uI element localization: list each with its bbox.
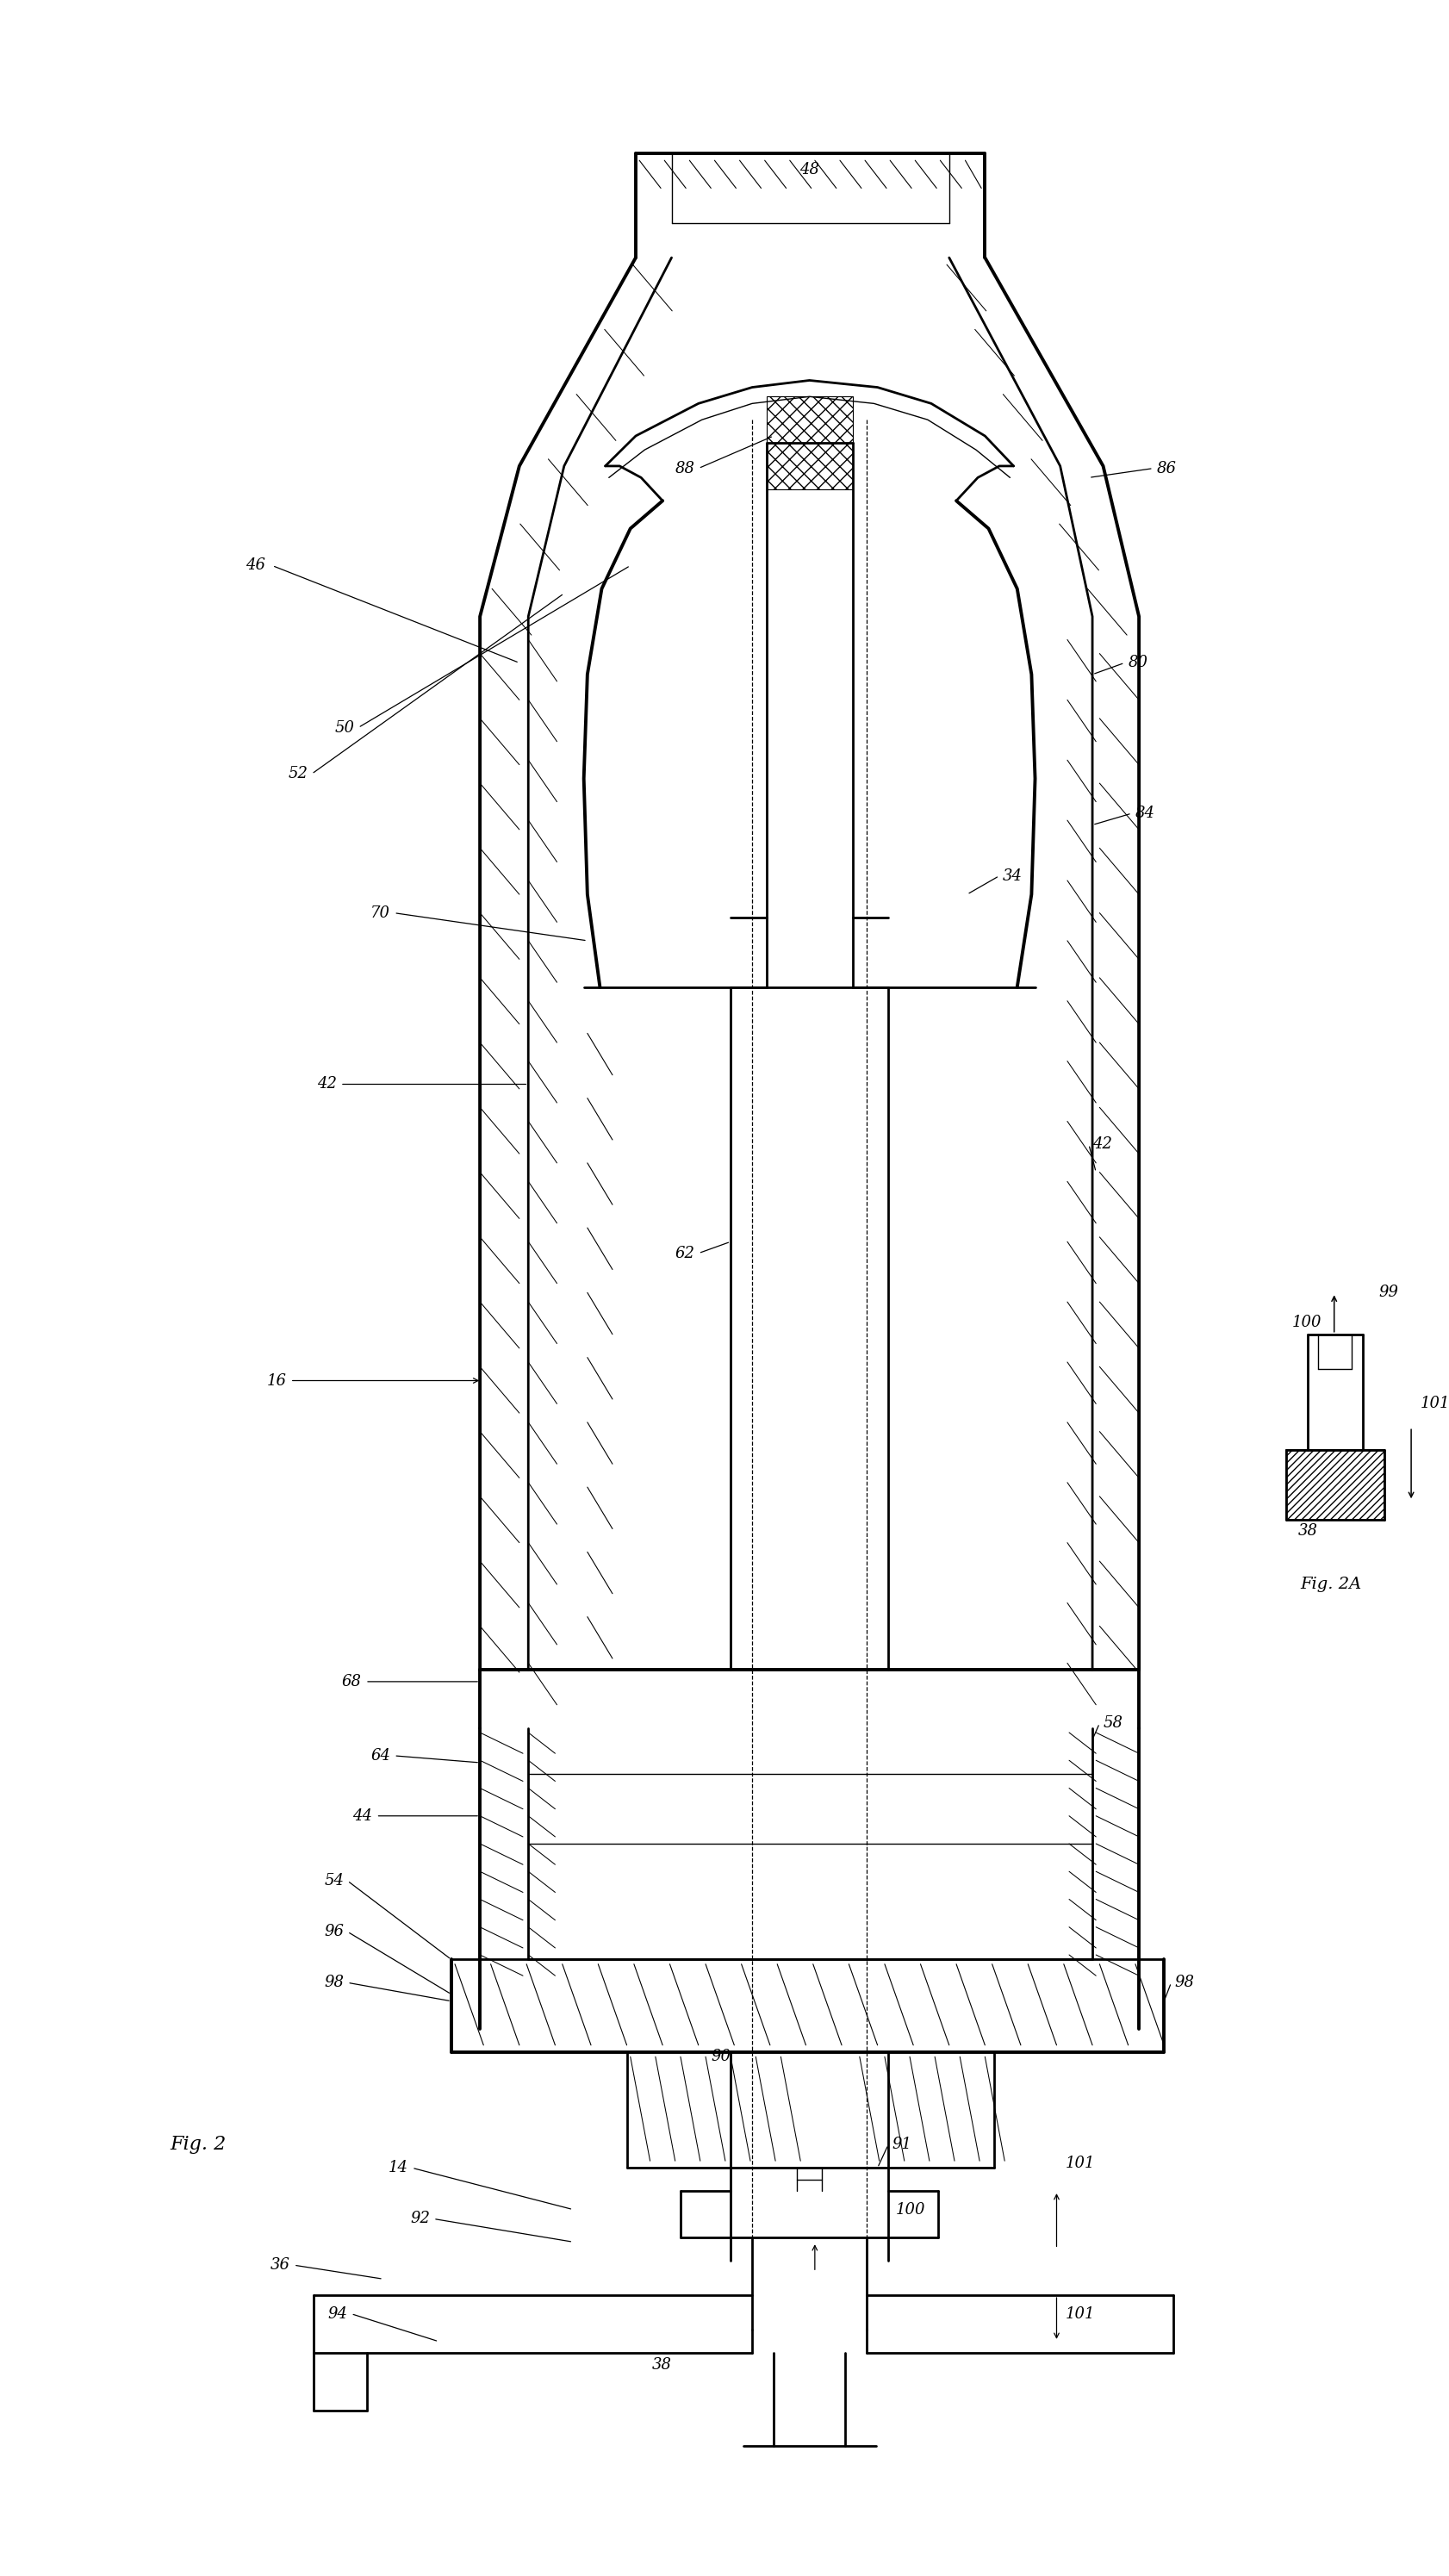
Text: 58: 58 [1103, 1716, 1123, 1731]
Text: 48: 48 [800, 162, 819, 178]
Text: 38: 38 [652, 2357, 671, 2372]
Text: 80: 80 [1129, 654, 1148, 670]
Text: 16: 16 [267, 1373, 287, 1388]
Text: 98: 98 [325, 1976, 343, 1991]
Text: 42: 42 [1093, 1136, 1113, 1151]
Text: 92: 92 [410, 2210, 430, 2226]
Text: 42: 42 [317, 1077, 336, 1092]
Text: 36: 36 [271, 2257, 290, 2272]
Text: 64: 64 [371, 1749, 390, 1765]
Text: 96: 96 [325, 1924, 343, 1940]
Bar [1285, 1450, 1384, 1520]
Text: 52: 52 [288, 765, 309, 781]
Text: 14: 14 [388, 2161, 409, 2177]
Text: Fig. 2A: Fig. 2A [1300, 1577, 1362, 1592]
Text: 99: 99 [1379, 1285, 1398, 1301]
Text: 68: 68 [342, 1674, 362, 1690]
Text: 91: 91 [891, 2138, 911, 2154]
Text: 94: 94 [327, 2306, 348, 2321]
Text: 46: 46 [245, 559, 265, 574]
Text: 44: 44 [352, 1808, 372, 1824]
Text: 101: 101 [1420, 1396, 1449, 1412]
Text: 34: 34 [1003, 868, 1023, 884]
Text: 101: 101 [1065, 2306, 1095, 2321]
Text: 38: 38 [1298, 1522, 1319, 1538]
Text: 98: 98 [1175, 1976, 1194, 1991]
Text: Fig. 2: Fig. 2 [170, 2136, 226, 2154]
Text: 86: 86 [1156, 461, 1177, 477]
Text: 100: 100 [895, 2202, 924, 2218]
Text: 88: 88 [675, 461, 696, 477]
Text: 54: 54 [325, 1873, 343, 1888]
Text: 62: 62 [675, 1247, 696, 1262]
Text: 100: 100 [1293, 1314, 1321, 1329]
Text: 84: 84 [1136, 806, 1155, 822]
Text: 70: 70 [371, 904, 390, 920]
Bar [767, 397, 852, 489]
Text: 101: 101 [1065, 2156, 1095, 2172]
Text: 50: 50 [335, 719, 355, 734]
Text: 90: 90 [711, 2048, 730, 2063]
